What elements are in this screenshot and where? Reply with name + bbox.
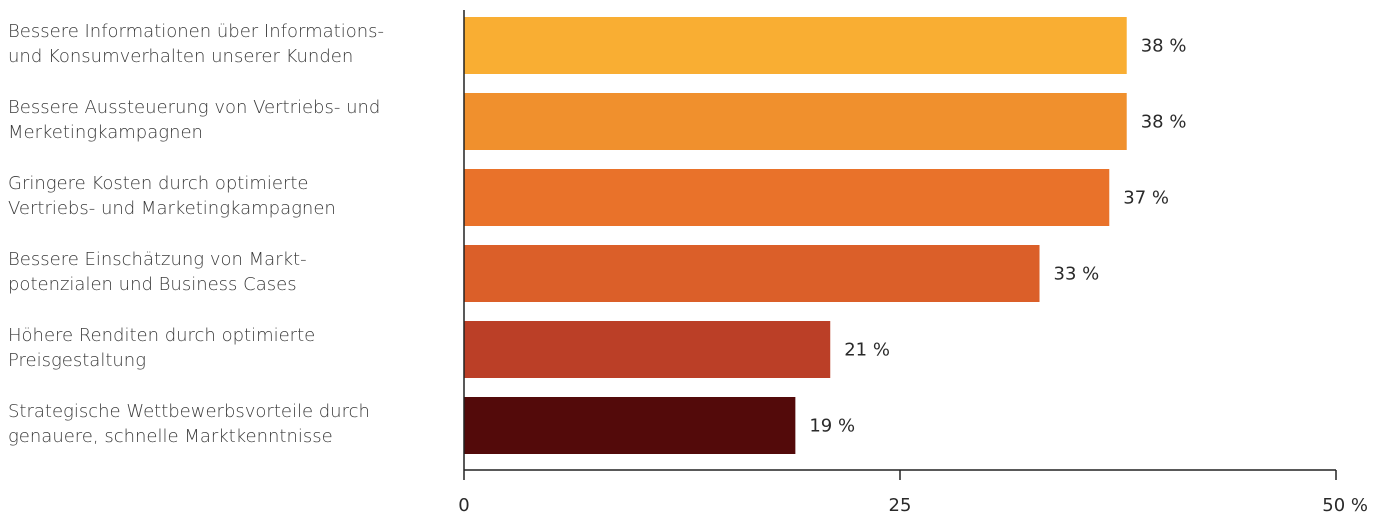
category-label: Bessere Einschätzung von Markt- potenzia… <box>8 249 307 295</box>
data-label: 21 % <box>844 340 890 361</box>
data-label: 38 % <box>1141 112 1187 133</box>
bar <box>464 245 1040 302</box>
x-tick-label: 50 % <box>1322 495 1368 516</box>
bar <box>464 93 1127 150</box>
category-label: Bessere Aussteuerung von Vertriebs- und … <box>8 97 381 143</box>
bar <box>464 321 831 378</box>
x-tick-label: 25 <box>889 495 912 516</box>
category-label: Strategische Wettbewerbsvorteile durch g… <box>8 401 370 447</box>
data-label: 38 % <box>1141 36 1187 57</box>
category-label: Gringere Kosten durch optimierte Vertrie… <box>8 173 336 219</box>
bar <box>464 169 1110 226</box>
category-label: Höhere Renditen durch optimierte Preisge… <box>8 325 316 371</box>
bar <box>464 397 796 454</box>
bar <box>464 17 1127 74</box>
data-label: 19 % <box>809 416 855 437</box>
data-label: 33 % <box>1054 264 1100 285</box>
x-tick-label: 0 <box>458 495 469 516</box>
data-label: 37 % <box>1123 188 1169 209</box>
category-label: Bessere Informationen über Informations-… <box>8 21 384 67</box>
